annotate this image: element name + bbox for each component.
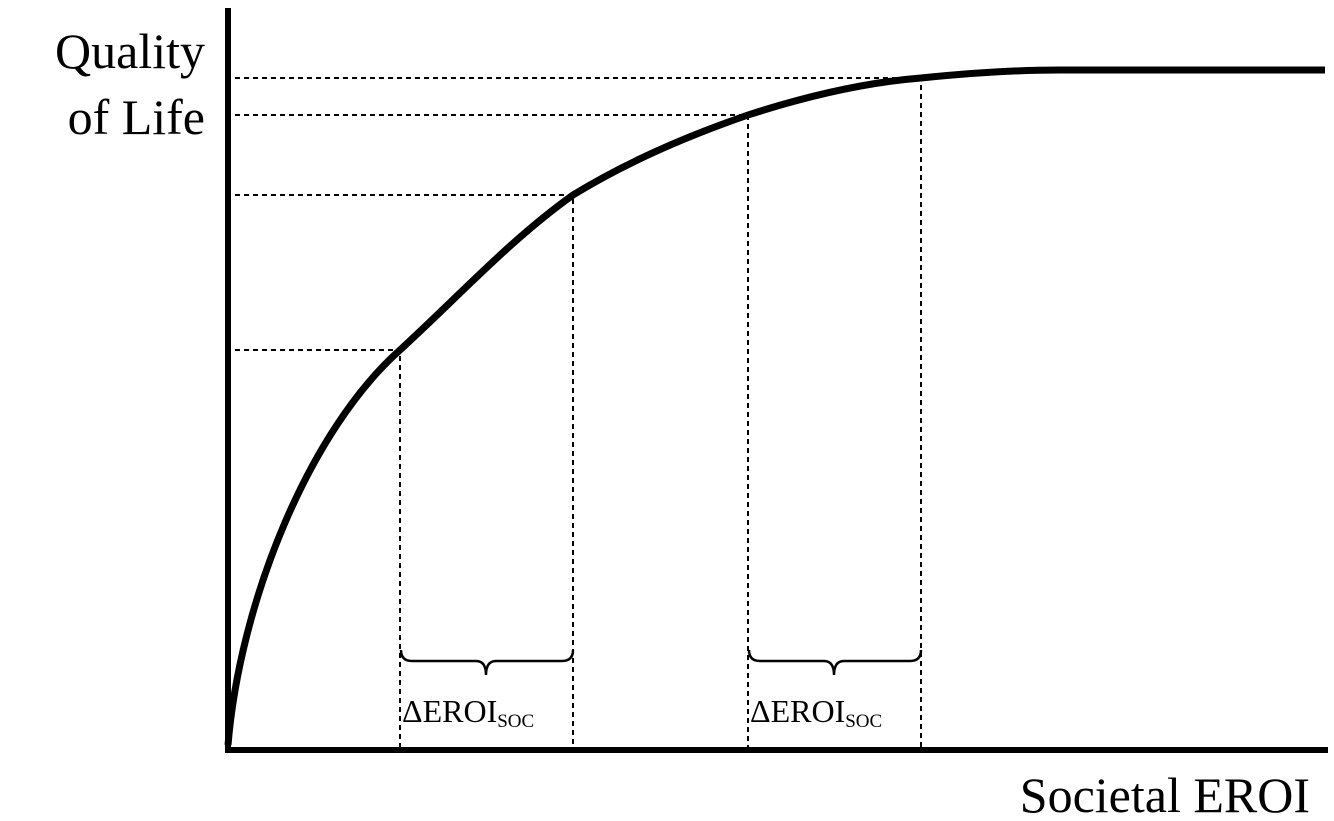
guide-line [235,114,749,750]
annotation-sub: SOC [497,711,534,732]
annotation: ΔEROISOC [750,693,882,732]
guides [235,77,922,750]
curve [224,66,1325,746]
guide-line [235,349,401,750]
annotation: ΔEROISOC [402,693,534,732]
brace [399,649,575,676]
guide-line [235,194,574,750]
annotation-main: ΔEROI [750,693,845,729]
y-axis-label: of Life [68,89,205,145]
annotation-main: ΔEROI [402,693,497,729]
annotation-sub: SOC [845,711,882,732]
brace [747,649,923,676]
x-axis-label: Societal EROI [1020,767,1310,821]
y-axis-label: Quality [55,23,205,79]
guide-line [235,77,922,750]
